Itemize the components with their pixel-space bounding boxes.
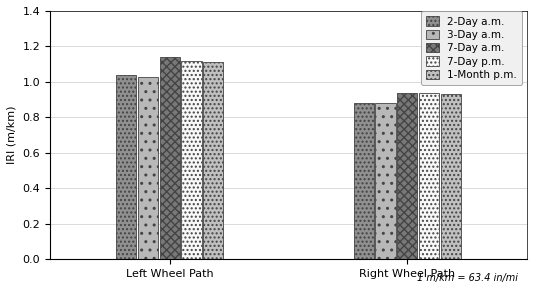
Bar — [397, 93, 417, 259]
Text: 1 m/km = 63.4 in/mi: 1 m/km = 63.4 in/mi — [417, 273, 518, 283]
Y-axis label: IRI (m/km): IRI (m/km) — [7, 106, 17, 164]
Bar — [203, 62, 223, 259]
Bar — [441, 94, 461, 259]
Bar — [419, 93, 439, 259]
Bar — [375, 103, 396, 259]
Bar — [182, 61, 201, 259]
Legend: 2-Day a.m., 3-Day a.m., 7-Day a.m., 7-Day p.m., 1-Month p.m.: 2-Day a.m., 3-Day a.m., 7-Day a.m., 7-Da… — [421, 11, 522, 85]
Bar — [354, 103, 374, 259]
Bar — [116, 75, 136, 259]
Bar — [160, 57, 180, 259]
Bar — [138, 77, 158, 259]
